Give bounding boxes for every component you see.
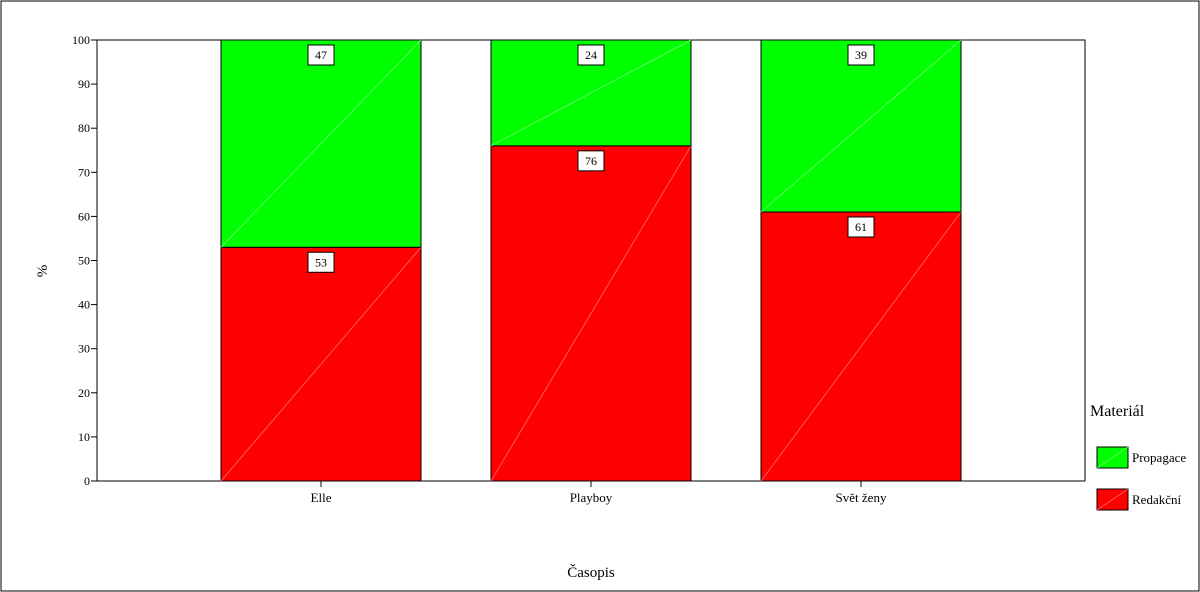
- legend-title: Materiál: [1090, 403, 1145, 420]
- y-tick-label: 40: [78, 298, 90, 312]
- bar-segment-diagonal: [490, 145, 692, 482]
- x-tick-label: Playboy: [570, 490, 613, 505]
- bar-segment-diagonal: [490, 39, 692, 147]
- y-tick-label: 50: [78, 254, 90, 268]
- y-tick-label: 80: [78, 121, 90, 135]
- y-tick-label: 70: [78, 165, 90, 179]
- legend: Materiál Propagace Redakční: [1090, 403, 1186, 511]
- legend-swatch-diagonal: [1096, 488, 1129, 511]
- data-label: 24: [585, 48, 597, 62]
- bar-segment-diagonal: [220, 246, 422, 482]
- bar-segment-diagonal: [760, 211, 962, 482]
- data-label-box: [577, 150, 605, 172]
- y-tick-label: 20: [78, 386, 90, 400]
- data-label-box: [847, 44, 875, 66]
- bars-group: 53 47 76 24 61 39: [220, 39, 962, 482]
- y-axis-title: %: [35, 265, 51, 278]
- data-label: 53: [315, 255, 327, 269]
- data-label-box: [577, 44, 605, 66]
- x-axis-title: Časopis: [567, 564, 615, 581]
- legend-label: Redakční: [1132, 492, 1181, 507]
- y-tick-label: 30: [78, 342, 90, 356]
- data-label: 47: [315, 48, 327, 62]
- data-label-box: [307, 44, 335, 66]
- y-tick-label: 0: [84, 474, 90, 488]
- y-tick-label: 100: [72, 33, 90, 47]
- y-tick-label: 90: [78, 77, 90, 91]
- legend-label: Propagace: [1132, 450, 1186, 465]
- y-tick-label: 10: [78, 430, 90, 444]
- data-label-box: [847, 216, 875, 238]
- y-axis: 0 10 20 30 40 50 60 70 80 90 100: [72, 33, 97, 488]
- data-label-box: [307, 251, 335, 273]
- data-label: 39: [855, 48, 867, 62]
- x-tick-label: Svět ženy: [836, 490, 887, 505]
- legend-swatch-diagonal: [1096, 446, 1129, 469]
- x-axis: Elle Playboy Svět ženy: [311, 481, 887, 505]
- y-tick-label: 60: [78, 209, 90, 223]
- bar-segment-diagonal: [760, 39, 962, 213]
- x-tick-label: Elle: [311, 490, 332, 505]
- data-label: 76: [585, 154, 597, 168]
- data-label: 61: [855, 220, 867, 234]
- bar-segment-diagonal: [220, 39, 422, 248]
